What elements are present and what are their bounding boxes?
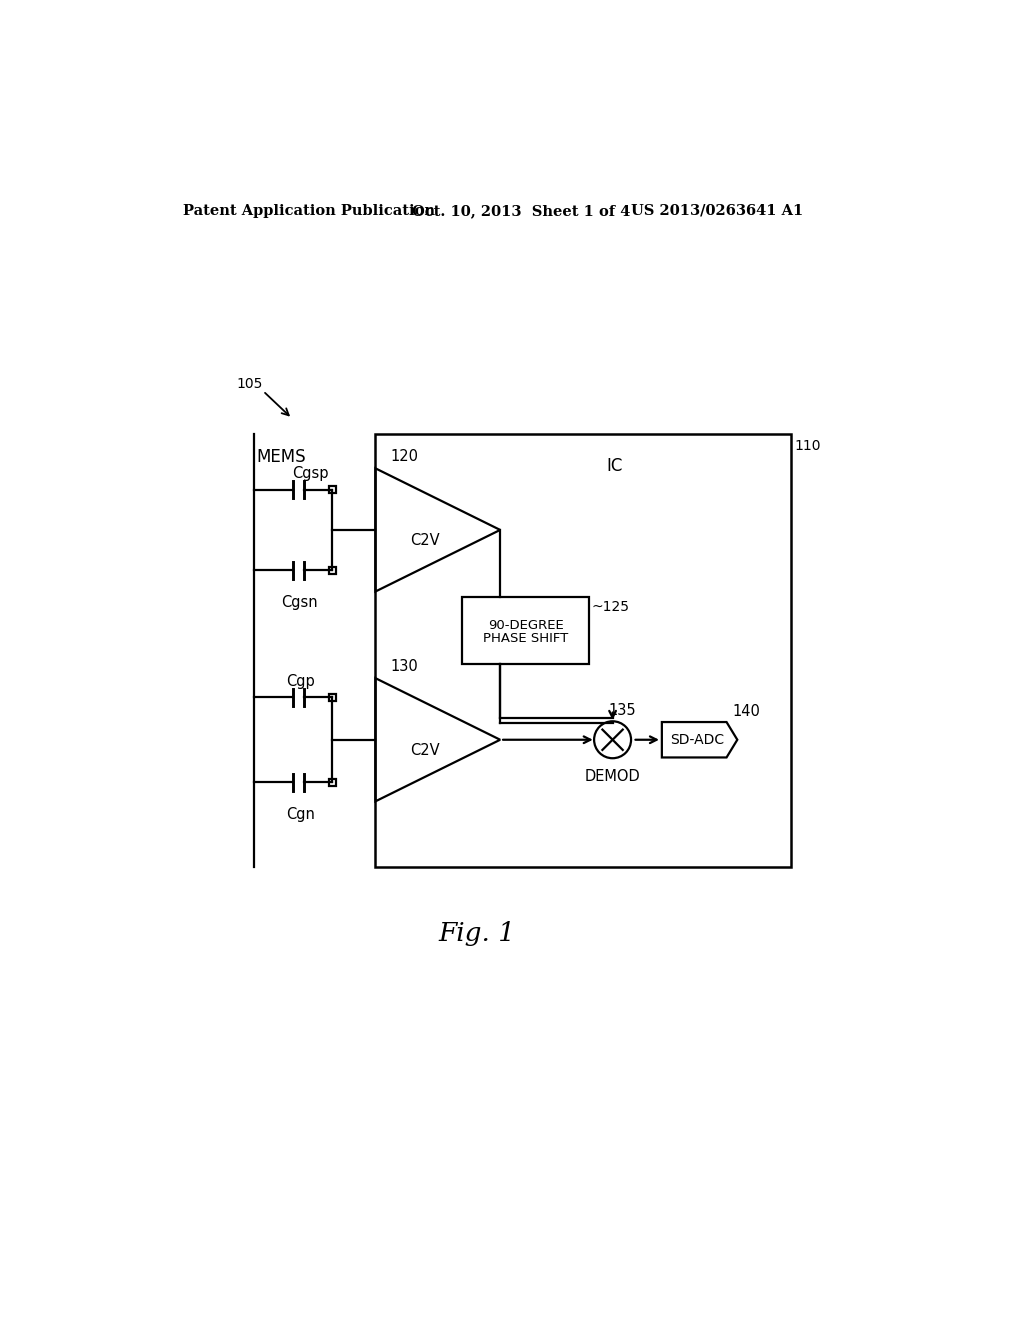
Bar	[329, 486, 336, 492]
Text: PHASE SHIFT: PHASE SHIFT	[483, 631, 568, 644]
Text: Patent Application Publication: Patent Application Publication	[183, 203, 435, 218]
Text: Cgp: Cgp	[286, 675, 314, 689]
Text: 140: 140	[733, 704, 761, 719]
Bar	[462, 597, 590, 664]
Text: 105: 105	[237, 378, 263, 391]
Text: C2V: C2V	[411, 533, 440, 548]
Text: Cgsn: Cgsn	[282, 595, 318, 610]
Text: Cgn: Cgn	[286, 807, 315, 822]
Text: ~125: ~125	[592, 599, 630, 614]
Text: 110: 110	[795, 438, 821, 453]
Text: IC: IC	[606, 457, 623, 475]
Bar	[376, 434, 792, 867]
Text: 120: 120	[391, 450, 419, 465]
Text: C2V: C2V	[411, 743, 440, 758]
Text: Fig. 1: Fig. 1	[438, 921, 515, 945]
Text: 130: 130	[391, 659, 419, 675]
Text: MEMS: MEMS	[256, 447, 306, 466]
Bar	[329, 566, 336, 574]
Text: DEMOD: DEMOD	[585, 770, 640, 784]
Text: 135: 135	[608, 704, 636, 718]
Bar	[329, 779, 336, 785]
Text: Cgsp: Cgsp	[292, 466, 329, 482]
Text: US 2013/0263641 A1: US 2013/0263641 A1	[631, 203, 803, 218]
Bar	[329, 694, 336, 701]
Text: 90-DEGREE: 90-DEGREE	[487, 619, 563, 632]
Text: Oct. 10, 2013  Sheet 1 of 4: Oct. 10, 2013 Sheet 1 of 4	[412, 203, 630, 218]
Text: SD-ADC: SD-ADC	[670, 733, 724, 747]
